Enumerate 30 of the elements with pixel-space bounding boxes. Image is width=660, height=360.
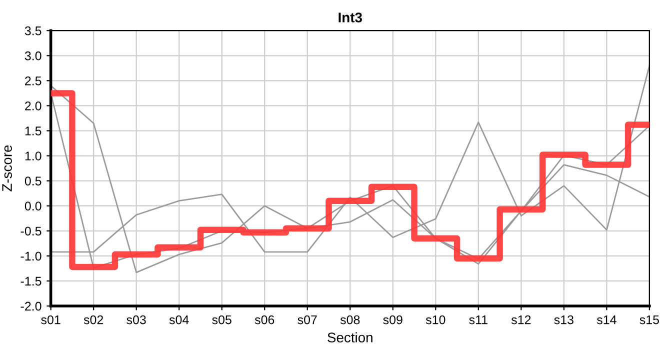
x-tick-label: s10 — [426, 315, 446, 324]
y-tick-label: -1.5 — [20, 276, 42, 286]
y-tick-label: -2.0 — [20, 302, 42, 311]
x-tick-label: s06 — [254, 315, 274, 324]
x-tick-label: s08 — [340, 315, 360, 324]
x-tick-label: s09 — [383, 315, 402, 324]
x-tick-label: s15 — [640, 315, 659, 324]
y-tick-label: 2.0 — [25, 102, 42, 110]
y-tick-label: 2.5 — [25, 76, 42, 86]
y-tick-label: -0.5 — [20, 226, 42, 236]
y-tick-label: 0.0 — [24, 202, 42, 211]
x-tick-label: s01 — [41, 315, 60, 324]
y-tick-label: 3.0 — [24, 51, 42, 60]
x-tick-label: s11 — [469, 315, 488, 324]
y-tick-label: 1.0 — [25, 152, 42, 160]
x-tick-label: s03 — [126, 315, 146, 324]
y-tick-label: 3.5 — [24, 26, 42, 36]
x-tick-label: s02 — [84, 315, 104, 324]
x-tick-label: s07 — [298, 315, 317, 324]
x-axis-title: Section — [328, 332, 372, 342]
x-tick-label: s13 — [554, 315, 574, 324]
y-axis-title: Z-score — [2, 145, 12, 192]
x-tick-label: s12 — [511, 315, 531, 324]
y-tick-label: -1.0 — [20, 252, 42, 261]
y-tick-label: 0.5 — [24, 176, 42, 186]
x-tick-label: s14 — [596, 315, 616, 324]
y-tick-label: 1.5 — [25, 126, 42, 136]
x-tick-label: s05 — [212, 315, 232, 324]
chart-title: Int3 — [338, 12, 362, 22]
x-tick-label: s04 — [169, 315, 189, 324]
